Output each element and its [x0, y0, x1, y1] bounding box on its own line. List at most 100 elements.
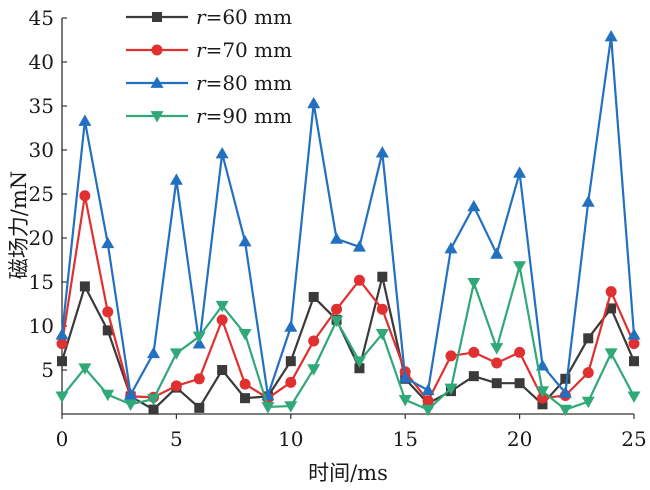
- legend-entry-0: r=60 mm: [126, 5, 292, 29]
- y-tick-label: 20: [29, 226, 54, 250]
- data-point: [491, 357, 503, 369]
- series-layer: [55, 29, 641, 417]
- data-point: [514, 346, 526, 358]
- data-point: [238, 329, 252, 341]
- legend-name: =90 mm: [206, 104, 293, 128]
- data-point: [238, 235, 252, 247]
- legend-label: r=60 mm: [196, 5, 292, 29]
- data-point: [56, 338, 68, 350]
- x-tick-label: 20: [507, 427, 532, 451]
- series-1: [56, 190, 640, 407]
- data-point: [352, 356, 366, 368]
- data-point: [629, 356, 639, 367]
- data-point: [194, 402, 205, 413]
- data-point: [284, 320, 298, 332]
- data-point: [491, 378, 502, 389]
- data-point: [604, 29, 618, 42]
- legend-label: r=80 mm: [196, 71, 292, 95]
- y-tick-label: 35: [29, 94, 54, 118]
- data-point: [147, 394, 161, 406]
- data-point: [284, 401, 298, 413]
- y-tick-label: 25: [29, 182, 54, 206]
- legend-var: r: [196, 71, 207, 95]
- data-point: [169, 173, 183, 185]
- legend-entry-2: r=80 mm: [126, 71, 292, 95]
- data-point: [216, 314, 228, 326]
- data-point: [240, 393, 251, 404]
- data-point: [627, 328, 641, 340]
- data-point: [560, 373, 571, 384]
- series-2: [55, 29, 641, 401]
- data-point: [627, 391, 641, 403]
- data-point: [354, 363, 365, 374]
- data-point: [193, 373, 205, 385]
- series-3: [55, 261, 641, 417]
- legend-entry-1: r=70 mm: [126, 38, 292, 62]
- data-point: [261, 402, 275, 414]
- data-point: [79, 281, 90, 292]
- y-tick-label: 40: [29, 50, 54, 74]
- data-point: [170, 380, 182, 392]
- y-tick-label: 15: [29, 270, 54, 294]
- x-tick-label: 5: [170, 427, 183, 451]
- data-point: [55, 328, 69, 340]
- data-point: [513, 261, 527, 273]
- data-point: [215, 300, 229, 313]
- legend-label: r=70 mm: [196, 38, 292, 62]
- data-point: [398, 371, 412, 383]
- data-point: [217, 365, 228, 375]
- data-point: [215, 147, 229, 159]
- data-point: [377, 271, 388, 282]
- legend-var: r: [196, 38, 207, 62]
- series-line: [61, 265, 635, 411]
- data-point: [124, 399, 138, 411]
- data-point: [330, 232, 344, 244]
- legend-name: =70 mm: [206, 38, 293, 62]
- data-point: [331, 303, 343, 315]
- legend-var: r: [196, 104, 207, 128]
- data-point: [398, 395, 412, 407]
- y-tick-label: 5: [41, 358, 54, 382]
- data-point: [514, 378, 525, 389]
- legend-marker: [152, 12, 162, 22]
- data-point: [421, 404, 435, 417]
- data-point: [124, 388, 138, 400]
- data-point: [628, 338, 640, 350]
- data-point: [55, 391, 69, 403]
- data-point: [467, 278, 481, 290]
- data-point: [422, 395, 434, 407]
- data-point: [307, 96, 321, 109]
- data-point: [192, 331, 206, 344]
- legend-marker: [150, 76, 164, 88]
- data-point: [102, 325, 113, 336]
- data-point: [308, 335, 320, 347]
- data-point: [444, 383, 458, 395]
- data-point: [169, 348, 183, 360]
- data-point: [78, 363, 92, 375]
- data-point: [467, 199, 481, 212]
- data-point: [308, 291, 319, 302]
- data-point: [468, 371, 479, 382]
- legend-marker: [150, 111, 164, 123]
- data-point: [537, 399, 548, 410]
- x-tick-label: 10: [278, 427, 303, 451]
- data-point: [285, 356, 296, 367]
- axes: 0 5 10 15 20 25 5 10 15 20 25 30 35 40 45: [29, 6, 647, 451]
- data-point: [101, 236, 115, 249]
- data-point: [513, 166, 527, 178]
- data-point: [581, 195, 595, 207]
- data-point: [239, 378, 251, 390]
- data-point: [353, 274, 365, 286]
- data-point: [375, 329, 389, 341]
- data-point: [490, 343, 504, 355]
- legend-label: r=90 mm: [196, 104, 292, 128]
- x-axis-title: 时间/ms: [308, 461, 388, 485]
- legend-name: =60 mm: [206, 5, 293, 29]
- data-point: [147, 346, 161, 359]
- data-point: [581, 396, 595, 409]
- data-point: [558, 404, 572, 417]
- legend: r=60 mmr=70 mmr=80 mmr=90 mm: [126, 5, 292, 128]
- data-point: [605, 286, 617, 298]
- data-point: [606, 303, 617, 314]
